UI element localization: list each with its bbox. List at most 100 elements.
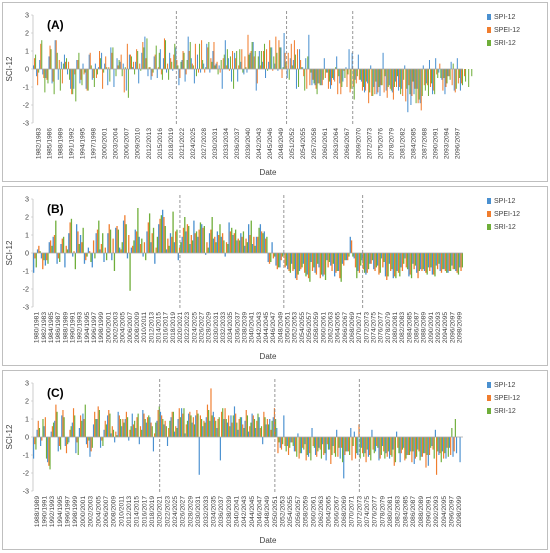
- bar-a-sri-12-116: [393, 69, 395, 87]
- bar-b-sri-12-34: [168, 245, 170, 253]
- bar-a-sri-12-74: [263, 43, 266, 69]
- bar-c-spi-12-63: [255, 428, 257, 437]
- bar-c-spei-12-69: [277, 437, 279, 454]
- bar-a-spi-12-80: [280, 47, 282, 69]
- x-tick-label-a-20: 2042/2043: [256, 128, 263, 160]
- x-tick-label-a-37: 2093/2094: [443, 128, 450, 160]
- x-tick-label-b-36: 2052/2053: [292, 312, 299, 344]
- bar-b-sri-12-40: [191, 240, 194, 253]
- bar-c-spi-12-118: [448, 437, 451, 448]
- x-tick-label-a-10: 2012/2013: [146, 128, 153, 160]
- bar-b-sri-12-63: [281, 253, 284, 257]
- bar-a-spei-12-64: [232, 51, 234, 69]
- x-tick-label-b-7: 1994/1995: [84, 312, 91, 344]
- y-tick-label-b-6: 3: [25, 195, 29, 204]
- legend-swatch-b-spi-12: [487, 198, 491, 204]
- bar-a-sri-12-8: [59, 69, 61, 91]
- bar-b-spi-12-26: [134, 229, 136, 253]
- bar-b-spei-12-62: [276, 253, 278, 270]
- bar-c-sri-12-27: [130, 426, 132, 437]
- bar-a-sri-12-14: [78, 52, 80, 69]
- bar-b-spei-12-105: [444, 253, 447, 271]
- bar-a-spei-12-130: [436, 69, 438, 75]
- bar-a-spi-12-17: [85, 69, 87, 89]
- bar-b-spi-12-14: [87, 247, 90, 253]
- bar-c-sri-12-92: [359, 437, 361, 459]
- bar-c-sri-12-2: [42, 419, 44, 437]
- bar-c-spei-12-74: [294, 437, 297, 452]
- x-tick-label-a-11: 2015/2016: [157, 128, 164, 160]
- bar-a-spei-12-71: [253, 56, 255, 69]
- y-axis-title-b: SCI-12: [5, 240, 14, 265]
- bar-a-sri-12-0: [35, 54, 37, 69]
- bar-b-sri-12-89: [383, 253, 385, 262]
- bar-a-spi-12-93: [320, 69, 322, 86]
- bar-c-spi-12-0: [33, 437, 35, 459]
- x-tick-label-c-37: 2062/2063: [318, 496, 325, 528]
- x-tick-label-a-3: 1991/1992: [69, 128, 76, 160]
- bar-a-spi-12-13: [73, 69, 75, 89]
- bar-a-spei-12-75: [266, 49, 268, 69]
- bar-a-spei-12-88: [306, 69, 308, 89]
- bar-c-sri-12-37: [165, 426, 167, 437]
- bar-c-spi-12-103: [396, 431, 398, 437]
- bar-c-spei-12-109: [418, 437, 420, 452]
- bar-a-sri-12-88: [307, 56, 309, 69]
- bar-a-spei-12-129: [433, 69, 435, 91]
- x-tick-label-b-37: 2054/2055: [299, 312, 306, 344]
- bar-c-spi-12-12: [75, 437, 77, 454]
- bar-c-spi-12-50: [209, 420, 211, 437]
- x-tick-label-b-41: 2062/2063: [327, 312, 334, 344]
- bar-a-sri-12-85: [298, 69, 300, 87]
- legend-swatch-a-spi-12: [487, 14, 491, 20]
- bar-b-sri-12-107: [453, 253, 456, 270]
- x-tick-label-c-14: 2016/2017: [141, 496, 148, 528]
- bar-b-spei-12-80: [347, 253, 349, 261]
- bar-a-spi-12-20: [94, 63, 96, 69]
- bar-b-spei-12-81: [350, 240, 353, 253]
- bar-b-spi-12-41: [193, 220, 195, 253]
- bar-c-spi-12-26: [124, 419, 126, 437]
- bar-c-sri-12-101: [391, 437, 393, 457]
- bar-a-sri-12-41: [161, 69, 163, 80]
- bar-c-sri-12-34: [155, 422, 157, 437]
- bar-b-spi-12-48: [220, 236, 222, 253]
- bar-a-sri-12-117: [397, 69, 399, 77]
- bar-b-spi-12-105: [443, 253, 445, 270]
- bar-b-spei-12-104: [440, 253, 443, 273]
- bar-c-spei-12-119: [453, 437, 455, 452]
- bar-b-sri-12-10: [74, 253, 76, 270]
- bar-b-sri-12-48: [223, 240, 225, 253]
- bar-a-spi-12-137: [456, 58, 458, 69]
- bar-c-spei-12-44: [189, 411, 191, 437]
- x-tick-label-b-6: 1992/1993: [77, 312, 84, 344]
- x-tick-label-c-34: 2056/2057: [295, 496, 302, 528]
- x-tick-label-c-5: 1998/1999: [72, 496, 79, 528]
- bar-b-spei-12-107: [452, 253, 454, 270]
- bar-c-sri-12-97: [377, 437, 379, 448]
- bar-b-sri-12-86: [371, 253, 374, 261]
- bar-a-spei-12-22: [102, 69, 104, 89]
- bar-a-spei-12-118: [399, 69, 401, 87]
- bar-c-spei-12-2: [41, 437, 43, 441]
- bar-b-spei-12-78: [339, 253, 341, 279]
- bar-b-sri-12-31: [156, 236, 159, 253]
- bar-c-sri-12-26: [126, 417, 129, 437]
- bar-b-sri-12-79: [344, 253, 346, 261]
- bar-b-spi-12-96: [408, 253, 410, 277]
- x-tick-label-b-57: 2094/2095: [442, 312, 449, 344]
- bar-b-spi-12-109: [459, 253, 461, 268]
- bar-a-spei-12-125: [420, 69, 422, 111]
- bar-a-sri-12-86: [301, 67, 303, 69]
- bar-c-spei-12-58: [238, 419, 240, 437]
- bar-c-sri-12-118: [451, 428, 453, 437]
- bar-a-spi-12-48: [181, 60, 183, 69]
- bar-c-spei-12-97: [376, 437, 378, 446]
- bar-a-spi-12-28: [119, 61, 121, 69]
- bar-b-spei-12-26: [135, 231, 138, 253]
- bar-b-spi-12-69: [302, 253, 305, 264]
- bar-b-spei-12-77: [335, 253, 337, 273]
- bar-b-sri-12-19: [109, 229, 112, 253]
- bar-b-spi-12-40: [189, 244, 191, 253]
- bar-c-spi-12-113: [431, 437, 433, 446]
